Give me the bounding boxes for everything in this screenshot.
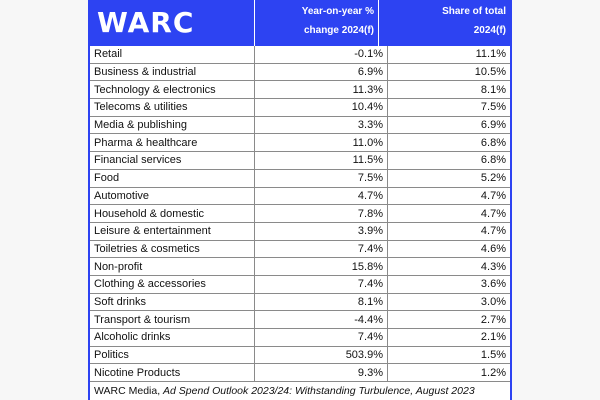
data-table-card: WARC Year-on-year % change 2024(f) Share… xyxy=(90,0,510,400)
row-share: 5.2% xyxy=(387,169,510,188)
row-share: 11.1% xyxy=(387,46,510,64)
table-header: WARC Year-on-year % change 2024(f) Share… xyxy=(90,0,510,46)
row-yoy-change: 11.3% xyxy=(254,80,388,100)
row-category: Clothing & accessories xyxy=(90,275,255,294)
table-row: Automotive 4.7% 4.7% xyxy=(90,187,510,206)
table-row: Financial services 11.5% 6.8% xyxy=(90,151,510,170)
row-category: Toiletries & cosmetics xyxy=(90,240,255,259)
row-category: Household & domestic xyxy=(90,204,255,223)
row-category: Nicotine Products xyxy=(90,363,255,383)
row-category: Media & publishing xyxy=(90,116,255,135)
table-row: Food 7.5% 5.2% xyxy=(90,169,510,188)
row-category: Pharma & healthcare xyxy=(90,133,255,153)
row-yoy-change: 3.3% xyxy=(254,116,388,135)
row-yoy-change: 7.8% xyxy=(254,204,388,223)
row-share: 4.7% xyxy=(387,222,510,241)
row-category: Food xyxy=(90,169,255,188)
row-share: 6.8% xyxy=(387,133,510,153)
source-title: Ad Spend Outlook 2023/24: Withstanding T… xyxy=(163,385,475,397)
row-yoy-change: 8.1% xyxy=(254,293,388,312)
column-header-yoy-line1: Year-on-year % xyxy=(301,6,374,17)
table-row: Toiletries & cosmetics 7.4% 4.6% xyxy=(90,240,510,259)
row-category: Telecoms & utilities xyxy=(90,98,255,117)
row-category: Non-profit xyxy=(90,257,255,276)
table-row: Nicotine Products 9.3% 1.2% xyxy=(90,363,510,383)
row-yoy-change: 10.4% xyxy=(254,98,388,117)
ad-spend-table: Retail -0.1% 11.1% Business & industrial 6.9… xyxy=(90,46,510,399)
row-yoy-change: 9.3% xyxy=(254,363,388,383)
row-share: 1.5% xyxy=(387,346,510,365)
row-yoy-change: -0.1% xyxy=(254,46,388,64)
table-row: Soft drinks 8.1% 3.0% xyxy=(90,293,510,312)
header-divider xyxy=(378,0,379,46)
table-row: Retail -0.1% 11.1% xyxy=(90,46,510,64)
table-row: Clothing & accessories 7.4% 3.6% xyxy=(90,275,510,294)
row-category: Leisure & entertainment xyxy=(90,222,255,241)
row-yoy-change: -4.4% xyxy=(254,310,388,329)
table-row: Technology & electronics 11.3% 8.1% xyxy=(90,80,510,100)
row-share: 3.0% xyxy=(387,293,510,312)
row-yoy-change: 7.4% xyxy=(254,328,388,347)
row-share: 4.7% xyxy=(387,204,510,223)
row-yoy-change: 6.9% xyxy=(254,63,388,82)
header-divider xyxy=(254,0,255,46)
row-category: Automotive xyxy=(90,187,255,206)
source-prefix: WARC Media, xyxy=(94,385,164,397)
row-share: 6.9% xyxy=(387,116,510,135)
row-category: Soft drinks xyxy=(90,293,255,312)
row-share: 4.6% xyxy=(387,240,510,259)
row-category: Politics xyxy=(90,346,255,365)
source-footer: WARC Media, Ad Spend Outlook 2023/24: Wi… xyxy=(90,381,510,400)
table-row: Leisure & entertainment 3.9% 4.7% xyxy=(90,222,510,241)
row-yoy-change: 7.4% xyxy=(254,275,388,294)
column-header-share-line2: 2024(f) xyxy=(473,25,506,36)
table-row: Politics 503.9% 1.5% xyxy=(90,346,510,365)
row-share: 4.7% xyxy=(387,187,510,206)
row-share: 7.5% xyxy=(387,98,510,117)
row-yoy-change: 503.9% xyxy=(254,346,388,365)
row-share: 3.6% xyxy=(387,275,510,294)
row-category: Financial services xyxy=(90,151,255,170)
warc-logo: WARC xyxy=(97,6,195,39)
column-header-yoy: Year-on-year % change 2024(f) xyxy=(250,2,374,40)
row-yoy-change: 7.4% xyxy=(254,240,388,259)
row-share: 8.1% xyxy=(387,80,510,100)
row-yoy-change: 4.7% xyxy=(254,187,388,206)
row-share: 2.1% xyxy=(387,328,510,347)
row-share: 2.7% xyxy=(387,310,510,329)
row-category: Technology & electronics xyxy=(90,80,255,100)
table-row: Pharma & healthcare 11.0% 6.8% xyxy=(90,133,510,153)
row-category: Alcoholic drinks xyxy=(90,328,255,347)
row-yoy-change: 3.9% xyxy=(254,222,388,241)
row-category: Retail xyxy=(90,46,255,64)
row-share: 1.2% xyxy=(387,363,510,383)
table-row: Household & domestic 7.8% 4.7% xyxy=(90,204,510,223)
row-category: Business & industrial xyxy=(90,63,255,82)
row-share: 10.5% xyxy=(387,63,510,82)
table-row: Alcoholic drinks 7.4% 2.1% xyxy=(90,328,510,347)
table-row: Business & industrial 6.9% 10.5% xyxy=(90,63,510,82)
row-share: 6.8% xyxy=(387,151,510,170)
row-share: 4.3% xyxy=(387,257,510,276)
row-category: Transport & tourism xyxy=(90,310,255,329)
row-yoy-change: 15.8% xyxy=(254,257,388,276)
row-yoy-change: 7.5% xyxy=(254,169,388,188)
row-yoy-change: 11.5% xyxy=(254,151,388,170)
table-row: Transport & tourism -4.4% 2.7% xyxy=(90,310,510,329)
column-header-share-line1: Share of total xyxy=(442,6,506,17)
table-row: Media & publishing 3.3% 6.9% xyxy=(90,116,510,135)
table-row: Non-profit 15.8% 4.3% xyxy=(90,257,510,276)
column-header-share: Share of total 2024(f) xyxy=(382,2,506,40)
table-body: Retail -0.1% 11.1% Business & industrial 6.9… xyxy=(90,46,510,399)
column-header-yoy-line2: change 2024(f) xyxy=(303,25,374,36)
table-row: Telecoms & utilities 10.4% 7.5% xyxy=(90,98,510,117)
row-yoy-change: 11.0% xyxy=(254,133,388,153)
